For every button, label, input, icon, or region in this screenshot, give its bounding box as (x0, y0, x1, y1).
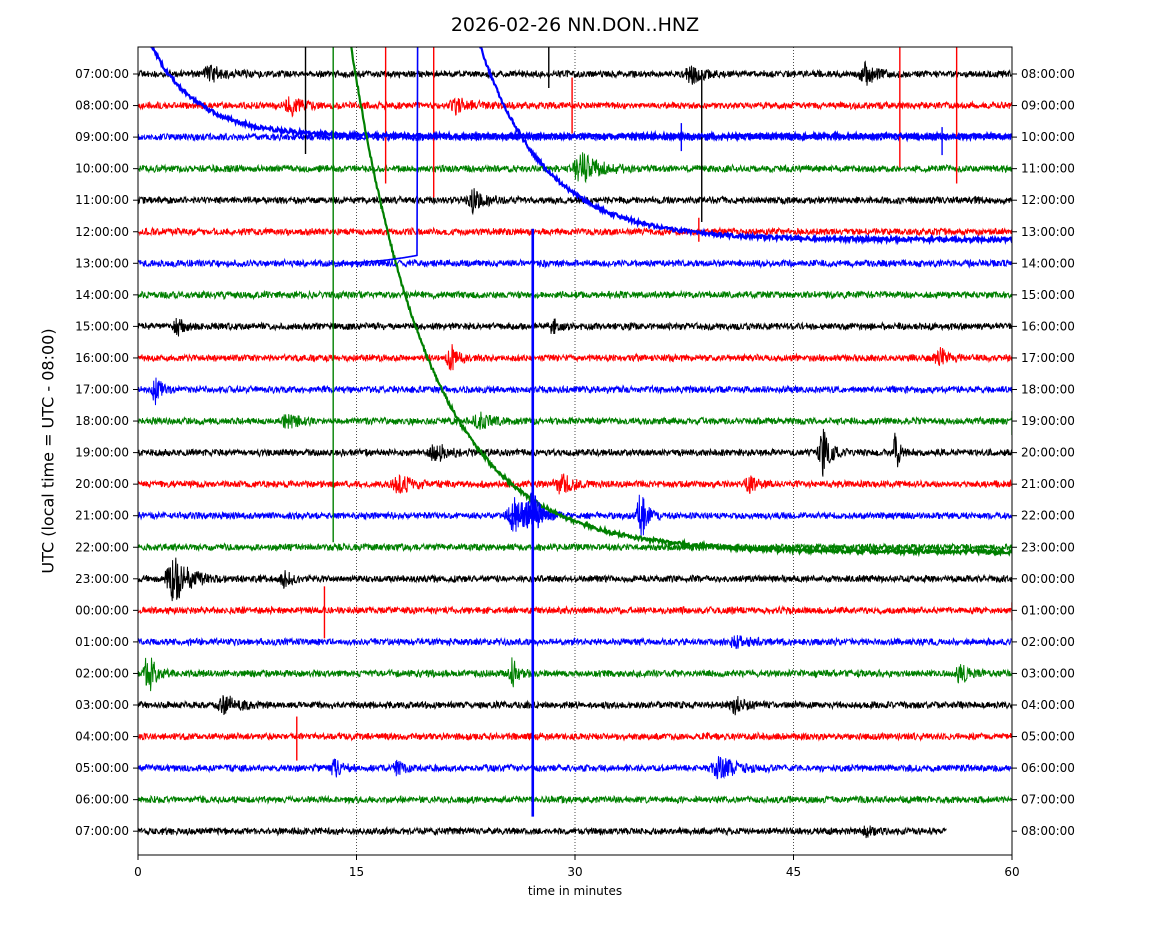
y-tick-label-left: 20:00:00 (75, 477, 129, 491)
y-tick-label-right: 08:00:00 (1021, 67, 1075, 81)
y-tick-label-right: 19:00:00 (1021, 414, 1075, 428)
y-tick-label-right: 17:00:00 (1021, 351, 1075, 365)
ticks: 0 15 30 45 60 07:00:00 08:00:00 09:00:00 10:00:0… (75, 67, 1075, 879)
y-tick-label-left: 13:00:00 (75, 256, 129, 270)
seismic-trace-row (138, 257, 1012, 269)
seismic-trace-row (138, 756, 1012, 780)
x-tick-label: 45 (786, 865, 801, 879)
seismic-trace-row (138, 344, 1012, 371)
seismic-trace-row (138, 695, 1012, 716)
chart-title: 2026-02-26 NN.DON..HNZ (450, 14, 700, 36)
seismic-trace-row (138, 557, 1012, 602)
y-tick-label-right: 23:00:00 (1021, 540, 1075, 554)
y-tick-label-left: 04:00:00 (75, 730, 129, 744)
y-tick-label-right: 02:00:00 (1021, 635, 1075, 649)
seismic-trace-row (138, 794, 1012, 805)
x-tick-label: 0 (134, 865, 142, 879)
y-tick-label-right: 03:00:00 (1021, 666, 1075, 680)
y-tick-label-left: 00:00:00 (75, 603, 129, 617)
y-tick-label-right: 16:00:00 (1021, 319, 1075, 333)
traces (138, 47, 1012, 839)
seismic-trace-row (138, 428, 1012, 477)
seismic-trace-row (138, 317, 1012, 337)
y-tick-label-right: 15:00:00 (1021, 288, 1075, 302)
seismic-trace-row (138, 152, 1012, 184)
y-tick-label-left: 07:00:00 (75, 67, 129, 81)
y-tick-label-left: 18:00:00 (75, 414, 129, 428)
y-tick-label-left: 10:00:00 (75, 162, 129, 176)
y-tick-label-right: 10:00:00 (1021, 130, 1075, 144)
seismic-trace-row (138, 411, 1012, 430)
y-tick-label-right: 22:00:00 (1021, 509, 1075, 523)
drift-trace (479, 47, 1012, 246)
y-tick-label-right: 07:00:00 (1021, 793, 1075, 807)
y-tick-label-right: 12:00:00 (1021, 193, 1075, 207)
y-tick-label-left: 02:00:00 (75, 666, 129, 680)
seismic-trace-row (138, 289, 1012, 301)
y-tick-label-left: 11:00:00 (75, 193, 129, 207)
drift-trace (350, 47, 1012, 558)
seismic-trace-row (138, 604, 1012, 616)
seismic-trace-row (138, 825, 947, 839)
y-tick-label-left: 16:00:00 (75, 351, 129, 365)
y-tick-label-right: 05:00:00 (1021, 730, 1075, 744)
x-tick-label: 30 (567, 865, 582, 879)
seismic-trace-row (138, 377, 1012, 406)
y-tick-label-left: 06:00:00 (75, 793, 129, 807)
y-tick-label-right: 11:00:00 (1021, 162, 1075, 176)
y-tick-label-left: 01:00:00 (75, 635, 129, 649)
seismic-trace-row (138, 542, 1012, 553)
y-tick-label-left: 17:00:00 (75, 383, 129, 397)
y-tick-label-right: 00:00:00 (1021, 572, 1075, 586)
y-tick-label-left: 03:00:00 (75, 698, 129, 712)
y-tick-label-left: 23:00:00 (75, 572, 129, 586)
y-tick-label-left: 08:00:00 (75, 99, 129, 113)
y-tick-label-right: 18:00:00 (1021, 383, 1075, 397)
y-tick-label-left: 22:00:00 (75, 540, 129, 554)
y-tick-label-right: 20:00:00 (1021, 446, 1075, 460)
y-tick-label-left: 09:00:00 (75, 130, 129, 144)
seismic-trace-row (138, 60, 1012, 86)
y-tick-label-left: 12:00:00 (75, 225, 129, 239)
y-tick-label-left: 14:00:00 (75, 288, 129, 302)
y-tick-label-left: 07:00:00 (75, 824, 129, 838)
y-tick-label-right: 14:00:00 (1021, 256, 1075, 270)
drift-trace (150, 47, 1012, 143)
y-tick-label-right: 09:00:00 (1021, 99, 1075, 113)
y-tick-label-right: 06:00:00 (1021, 761, 1075, 775)
y-tick-label-left: 19:00:00 (75, 446, 129, 460)
seismic-trace-row (138, 96, 1012, 118)
y-tick-label-right: 01:00:00 (1021, 603, 1075, 617)
seismic-trace-row (138, 731, 1012, 742)
seismic-trace-row (138, 494, 1012, 537)
x-axis-label: time in minutes (527, 884, 623, 898)
seismic-trace-row (138, 473, 1012, 495)
y-tick-label-right: 13:00:00 (1021, 225, 1075, 239)
seismic-trace-row (138, 226, 1012, 237)
seismic-trace-row (138, 657, 1012, 692)
seismic-trace-row (138, 635, 1012, 650)
x-tick-label: 60 (1004, 865, 1019, 879)
x-tick-label: 15 (349, 865, 364, 879)
step-trace (331, 47, 419, 265)
y-tick-label-left: 15:00:00 (75, 319, 129, 333)
large-event-burst (507, 492, 559, 529)
y-tick-label-right: 08:00:00 (1021, 824, 1075, 838)
y-tick-label-left: 05:00:00 (75, 761, 129, 775)
y-tick-label-right: 21:00:00 (1021, 477, 1075, 491)
y-tick-label-right: 04:00:00 (1021, 698, 1075, 712)
y-tick-label-left: 21:00:00 (75, 509, 129, 523)
seismic-trace-row (138, 188, 1012, 216)
